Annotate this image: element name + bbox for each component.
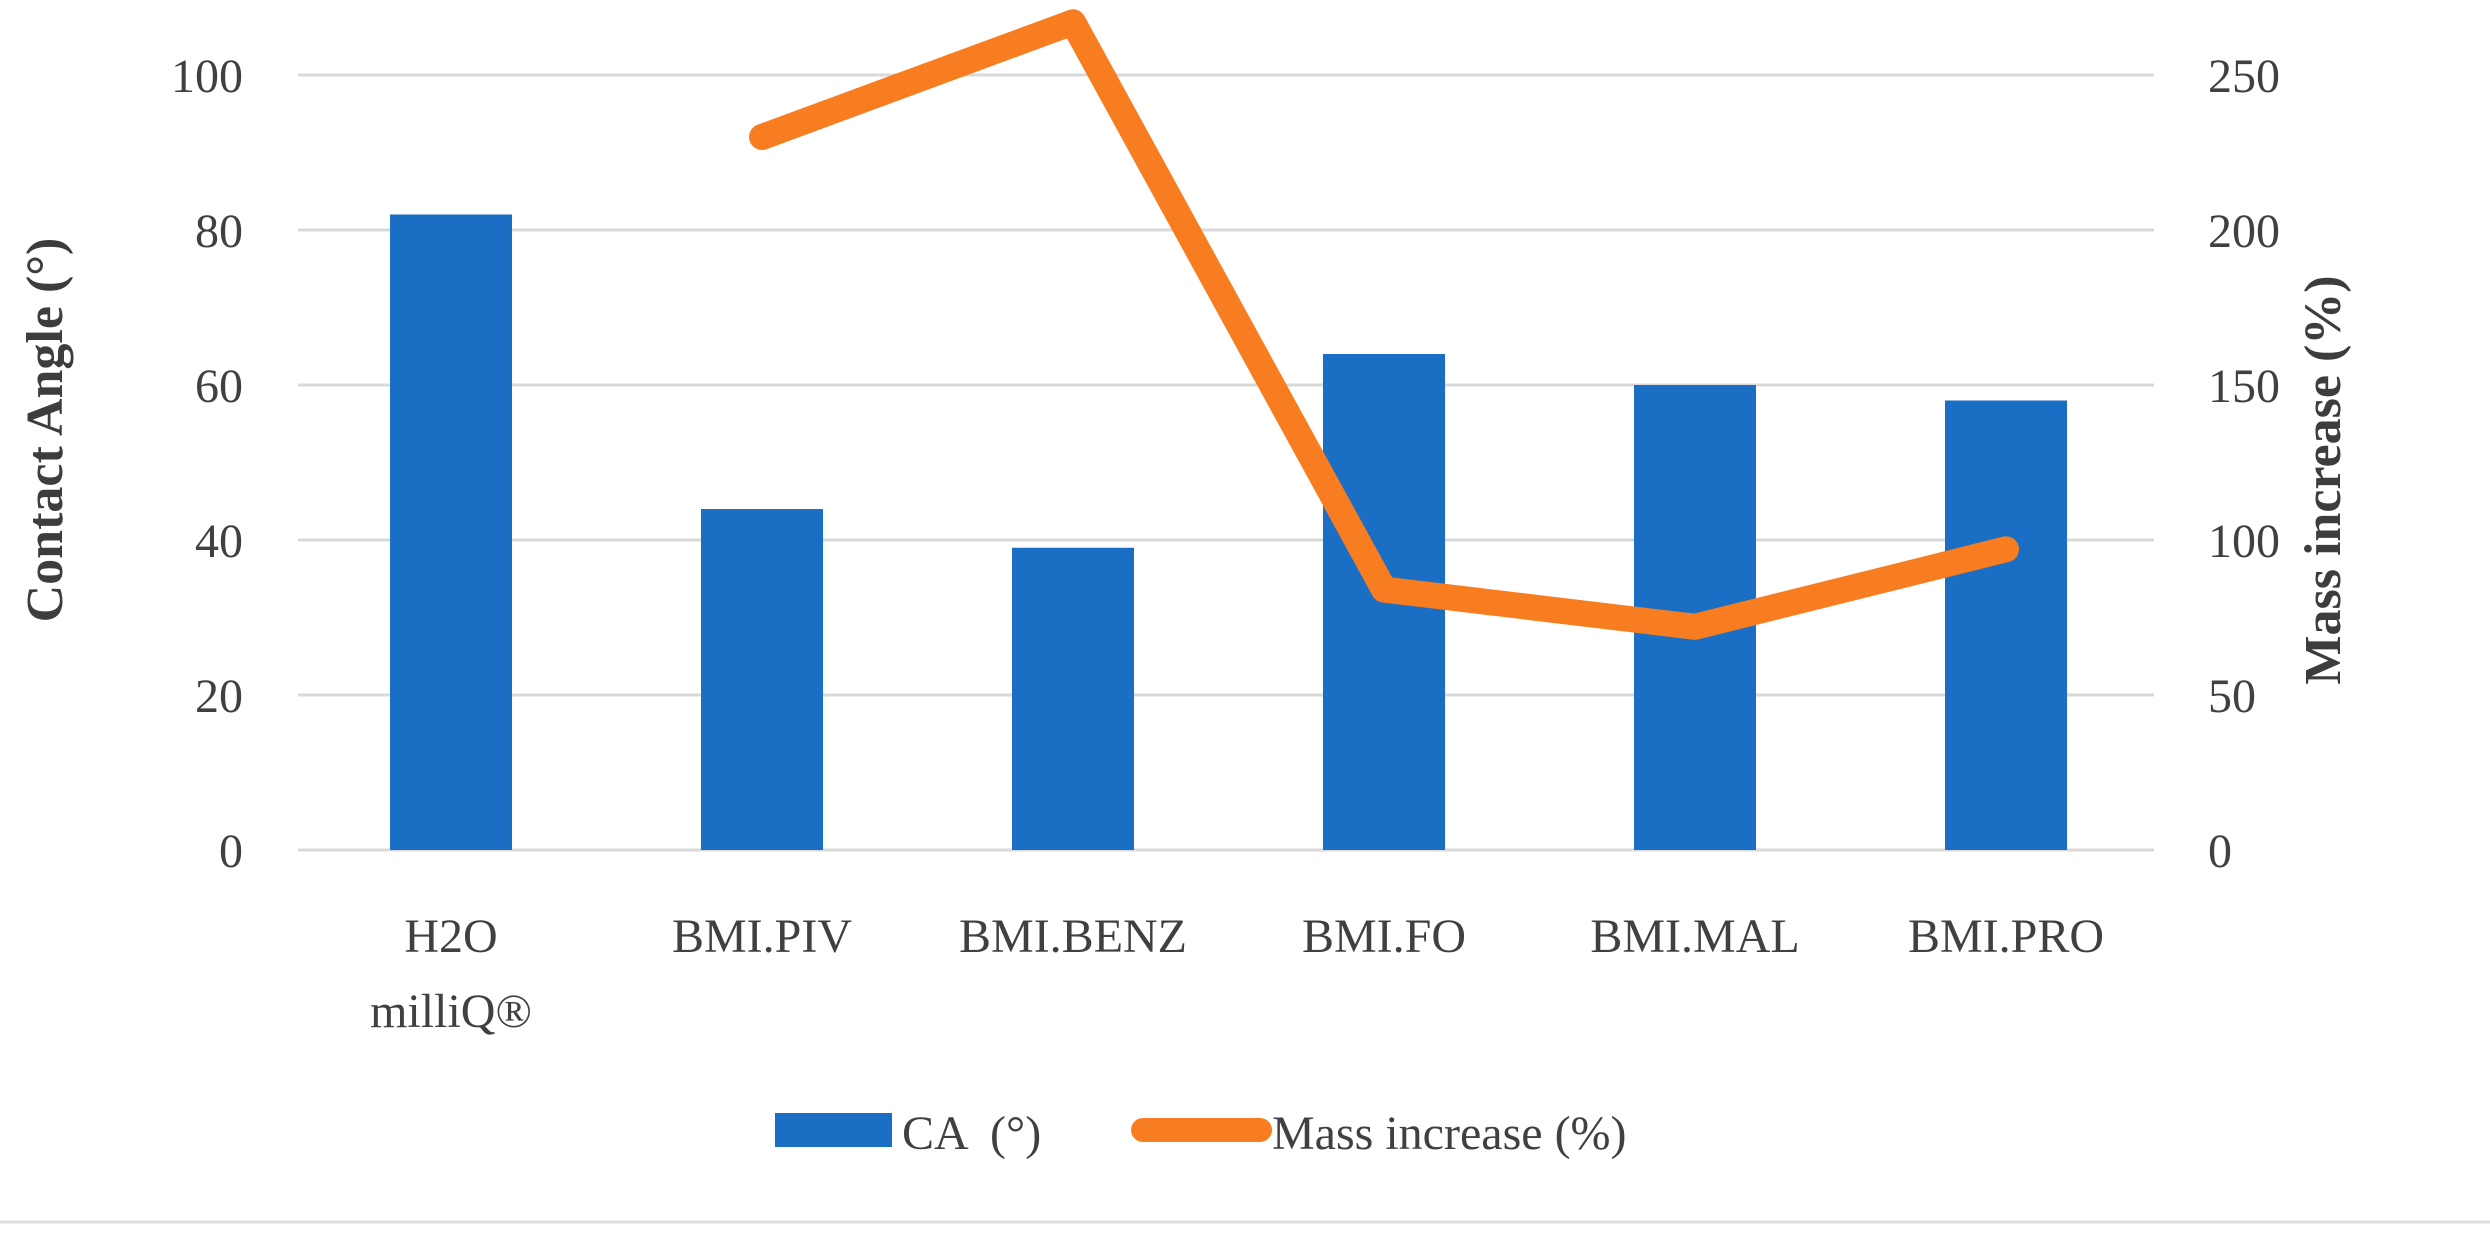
y-left-tick-label: 60	[195, 360, 243, 413]
y-right-tick-label: 0	[2208, 825, 2232, 878]
y-right-tick-label: 100	[2208, 515, 2280, 568]
category-label: H2O	[404, 910, 497, 963]
category-label: BMI.FO	[1302, 910, 1466, 963]
y-right-tick-label: 150	[2208, 360, 2280, 413]
y-left-tick-label: 0	[219, 825, 243, 878]
y-left-tick-label: 40	[195, 515, 243, 568]
left-axis-title: Contact Angle (°)	[17, 238, 74, 623]
bar	[390, 214, 512, 850]
bar	[701, 509, 823, 850]
gridline-layer	[298, 73, 2154, 852]
y-left-tick-label: 100	[171, 50, 243, 103]
axis-label-layer: 0 20 40 60 80 100 0 50 100 150 200 250 H2O milliQ® BMI…	[171, 50, 2280, 1038]
category-label: BMI.PRO	[1908, 910, 2104, 963]
bar	[1012, 547, 1134, 850]
line-series-layer	[749, 9, 2019, 640]
y-right-tick-label: 200	[2208, 205, 2280, 258]
category-label: BMI.BENZ	[959, 910, 1187, 963]
y-left-tick-label: 80	[195, 205, 243, 258]
legend: CA (°) Mass increase (%)	[775, 1107, 1627, 1160]
y-right-tick-label: 250	[2208, 50, 2280, 103]
bar-series-legend-swatch	[775, 1113, 892, 1147]
right-axis-title: Mass increase (%)	[2295, 275, 2352, 684]
bar-series-legend-label: CA (°)	[902, 1107, 1041, 1160]
y-left-tick-label: 20	[195, 670, 243, 723]
bar	[1945, 400, 2067, 850]
mass-increase-line	[749, 9, 2019, 640]
category-label: BMI.MAL	[1590, 910, 1799, 963]
category-label: milliQ®	[370, 985, 532, 1038]
category-label: BMI.PIV	[672, 910, 852, 963]
y-right-tick-label: 50	[2208, 670, 2256, 723]
line-series-legend-label: Mass increase (%)	[1272, 1107, 1627, 1160]
